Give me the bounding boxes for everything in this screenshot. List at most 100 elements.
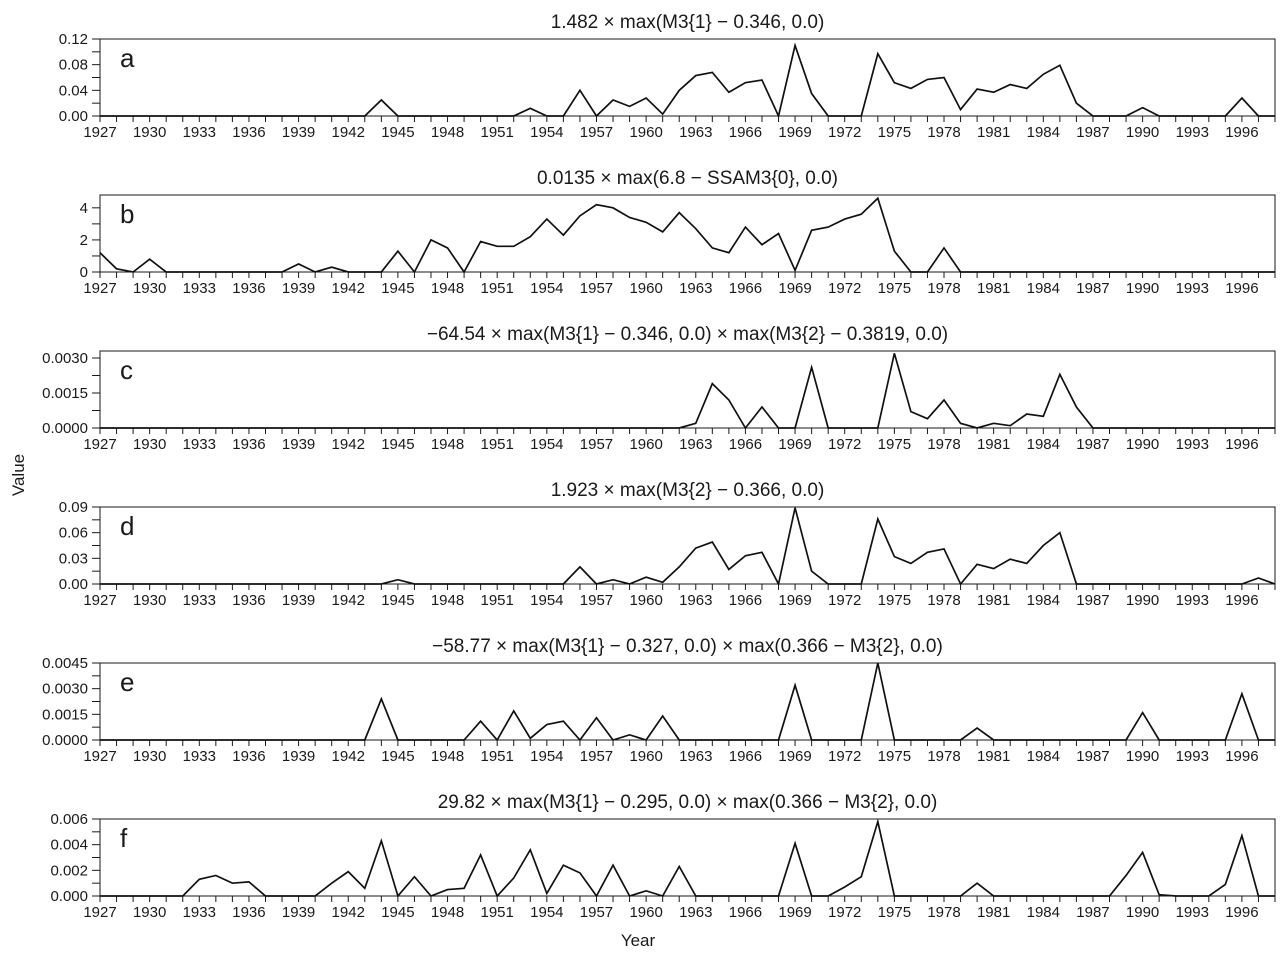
- x-tick-label: 1987: [1076, 280, 1109, 297]
- x-tick-label: 1942: [332, 280, 365, 297]
- x-tick-label: 1966: [729, 280, 762, 297]
- y-tick-label: 0.0000: [42, 420, 88, 437]
- x-tick-label: 1969: [778, 280, 811, 297]
- x-tick-label: 1978: [927, 124, 960, 141]
- x-tick-label: 1927: [83, 436, 116, 453]
- x-tick-label: 1984: [1027, 124, 1060, 141]
- series-line: [99, 196, 1275, 274]
- x-tick-label: 1966: [729, 124, 762, 141]
- x-tick-label: 1966: [729, 904, 762, 921]
- x-tick-label: 1948: [431, 436, 464, 453]
- x-tick-label: 1927: [83, 748, 116, 765]
- x-tick-label: 1957: [580, 124, 613, 141]
- panel-title: −58.77 × max(M3{1} − 0.327, 0.0) × max(0…: [432, 636, 943, 657]
- x-tick-label: 1933: [183, 124, 216, 141]
- x-tick-label: 1960: [629, 592, 662, 609]
- x-tick-label: 1942: [332, 904, 365, 921]
- x-tick-label: 1957: [580, 280, 613, 297]
- series-line: [100, 353, 1275, 430]
- x-tick-label: 1948: [431, 904, 464, 921]
- y-tick-label: 0.00: [59, 108, 88, 125]
- panel-b: 0.0135 × max(6.8 − SSAM3{0}, 0.0) b 0 2 4 192…: [80, 168, 1276, 297]
- panel-letter: e: [120, 667, 134, 697]
- panel-f: 29.82 × max(M3{1} − 0.295, 0.0) × max(0.…: [50, 792, 1276, 921]
- x-tick-label: 1981: [977, 904, 1010, 921]
- x-tick-label: 1975: [878, 592, 911, 609]
- panel-d: 1.923 × max(M3{2} − 0.366, 0.0) d 0.00 0.03…: [59, 480, 1276, 609]
- x-tick-label: 1933: [183, 436, 216, 453]
- x-tick-label: 1975: [878, 280, 911, 297]
- x-tick-label: 1960: [629, 904, 662, 921]
- y-tick-label: 0.0000: [42, 732, 88, 749]
- x-tick-label: 1984: [1027, 904, 1060, 921]
- x-tick-label: 1960: [629, 748, 662, 765]
- y-tick-label: 0.04: [59, 82, 88, 99]
- x-tick-label: 1951: [480, 592, 513, 609]
- x-tick-label: 1990: [1126, 592, 1159, 609]
- y-tick-label: 0.06: [59, 525, 88, 542]
- x-tick-label: 1936: [232, 592, 265, 609]
- x-tick-label: 1942: [332, 748, 365, 765]
- x-tick-label: 1975: [878, 904, 911, 921]
- x-tick-label: 1987: [1076, 436, 1109, 453]
- x-tick-label: 1933: [183, 748, 216, 765]
- x-tick-label: 1939: [282, 748, 315, 765]
- x-tick-label: 1945: [381, 280, 414, 297]
- y-tick-label: 0.08: [59, 57, 88, 74]
- y-tick-label: 0.03: [59, 550, 88, 567]
- plot-frame: [99, 350, 1276, 429]
- x-tick-label: 1990: [1126, 280, 1159, 297]
- x-tick-label: 1954: [530, 748, 563, 765]
- x-tick-label: 1987: [1076, 124, 1109, 141]
- x-tick-label: 1951: [480, 436, 513, 453]
- x-tick-label: 1930: [133, 280, 166, 297]
- y-tick-label: 0.004: [50, 837, 88, 854]
- x-tick-label: 1996: [1225, 436, 1258, 453]
- x-tick-label: 1987: [1076, 592, 1109, 609]
- x-tick-label: 1960: [629, 124, 662, 141]
- x-tick-label: 1954: [530, 280, 563, 297]
- x-tick-label: 1969: [778, 592, 811, 609]
- x-tick-label: 1939: [282, 592, 315, 609]
- x-tick-label: 1990: [1126, 124, 1159, 141]
- series-line: [100, 507, 1276, 587]
- x-tick-label: 1945: [381, 124, 414, 141]
- y-tick-label: 2: [80, 232, 88, 249]
- x-tick-label: 1945: [381, 436, 414, 453]
- x-tick-label: 1990: [1126, 904, 1159, 921]
- x-tick-label: 1963: [679, 748, 712, 765]
- x-tick-label: 1930: [133, 436, 166, 453]
- x-tick-label: 1981: [977, 436, 1010, 453]
- y-tick-label: 0.0045: [42, 655, 88, 672]
- x-tick-label: 1990: [1126, 748, 1159, 765]
- x-tick-label: 1969: [778, 124, 811, 141]
- x-tick-label: 1936: [232, 904, 265, 921]
- x-tick-label: 1945: [381, 748, 414, 765]
- x-tick-label: 1945: [381, 592, 414, 609]
- x-tick-label: 1963: [679, 124, 712, 141]
- x-tick-label: 1972: [828, 904, 861, 921]
- x-tick-label: 1969: [778, 436, 811, 453]
- panel-title: −64.54 × max(M3{1} − 0.346, 0.0) × max(M…: [427, 324, 948, 345]
- x-tick-label: 1933: [183, 592, 216, 609]
- x-tick-label: 1933: [183, 904, 216, 921]
- x-axis-label: Year: [621, 931, 656, 950]
- x-tick-label: 1978: [927, 592, 960, 609]
- x-tick-label: 1996: [1225, 280, 1258, 297]
- x-tick-label: 1936: [232, 124, 265, 141]
- panel-letter: a: [120, 43, 135, 73]
- x-tick-label: 1981: [977, 280, 1010, 297]
- x-tick-label: 1996: [1225, 124, 1258, 141]
- y-tick-label: 0.0030: [42, 350, 88, 367]
- plot-frame: [99, 818, 1276, 897]
- x-tick-label: 1927: [83, 904, 116, 921]
- x-tick-label: 1996: [1225, 748, 1258, 765]
- y-tick-label: 0.000: [50, 888, 88, 905]
- x-tick-label: 1963: [679, 592, 712, 609]
- x-tick-label: 1927: [83, 592, 116, 609]
- x-tick-label: 1936: [232, 436, 265, 453]
- x-tick-label: 1930: [133, 748, 166, 765]
- panel-e: −58.77 × max(M3{1} − 0.327, 0.0) × max(0…: [42, 636, 1276, 765]
